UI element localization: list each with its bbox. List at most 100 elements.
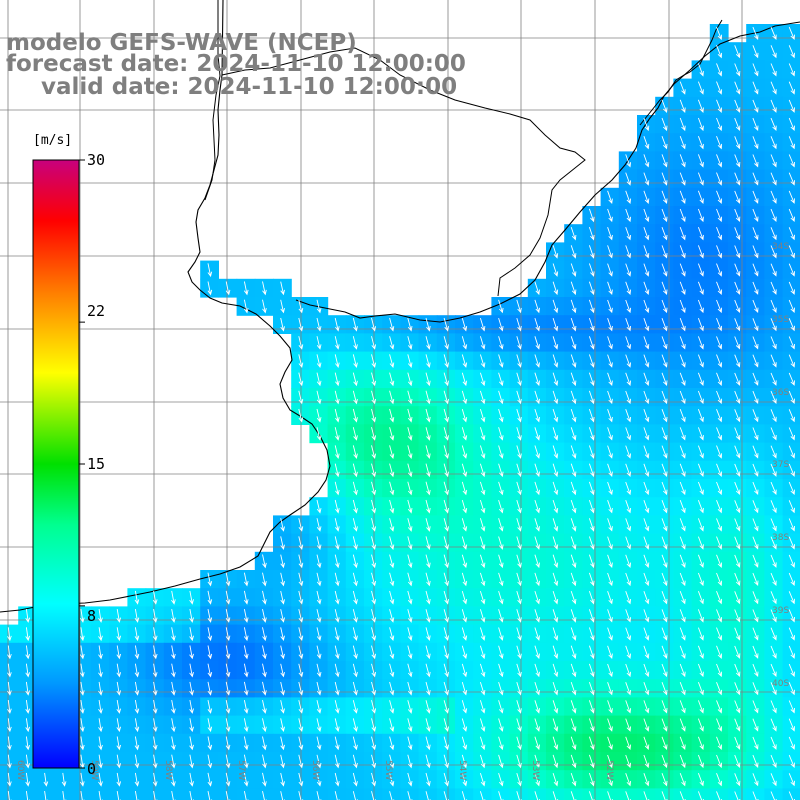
- wind-arrow: [534, 445, 540, 459]
- wind-arrow: [334, 700, 340, 714]
- wind-arrow: [661, 263, 668, 277]
- wind-arrow: [588, 408, 595, 423]
- wind-cell: [782, 497, 800, 516]
- wind-arrow: [552, 354, 559, 368]
- wind-arrow: [316, 718, 322, 733]
- wind-arrow: [425, 336, 431, 350]
- wind-arrow: [62, 791, 67, 800]
- wind-arrow: [661, 99, 668, 113]
- lagoon-coast: [639, 19, 723, 126]
- colorbar-unit: [m/s]: [33, 133, 73, 148]
- wind-arrow: [734, 791, 741, 800]
- wind-arrow: [752, 500, 759, 514]
- wind-arrow: [298, 681, 304, 696]
- wind-arrow: [207, 627, 213, 642]
- wind-arrow: [443, 609, 449, 623]
- wind-cell: [782, 351, 800, 371]
- wind-arrow: [716, 354, 723, 368]
- wind-arrow: [534, 427, 540, 441]
- wind-arrow: [643, 791, 650, 800]
- wind-arrow: [407, 317, 413, 332]
- wind-cell: [782, 278, 800, 298]
- wind-arrow: [407, 372, 413, 387]
- wind-arrow: [734, 263, 741, 277]
- wind-arrow: [643, 773, 650, 787]
- wind-arrow: [316, 299, 322, 314]
- wind-arrow: [371, 627, 377, 641]
- wind-arrow: [171, 718, 176, 733]
- wind-arrow: [280, 718, 285, 733]
- wind-arrow: [661, 354, 668, 368]
- wind-arrow: [298, 372, 304, 387]
- wind-arrow: [643, 481, 650, 496]
- wind-cell: [782, 788, 800, 800]
- wind-arrow: [534, 481, 540, 496]
- wind-arrow: [207, 609, 213, 623]
- wind-arrow: [679, 281, 686, 295]
- wind-arrow: [716, 318, 723, 332]
- wind-arrow: [425, 590, 431, 605]
- wind-arrow: [607, 481, 613, 496]
- wind-arrow: [625, 263, 632, 277]
- wind-arrow: [570, 317, 577, 332]
- wind-arrow: [461, 336, 468, 350]
- wind-arrow: [425, 718, 431, 733]
- wind-arrow: [280, 554, 285, 569]
- wind-arrow: [25, 609, 31, 623]
- colorbar-tick-label: 0: [87, 760, 97, 778]
- wind-arrow: [716, 390, 723, 405]
- wind-arrow: [716, 754, 723, 769]
- wind-arrow: [153, 791, 158, 800]
- wind-arrow: [316, 791, 322, 800]
- wind-arrow: [788, 627, 795, 641]
- wind-arrow: [316, 408, 322, 423]
- wind-cell: [236, 788, 256, 800]
- wind-arrow: [752, 26, 759, 41]
- wind-arrow: [788, 409, 795, 423]
- wind-arrow: [643, 190, 650, 204]
- wind-arrow: [389, 499, 395, 514]
- wind-arrow: [189, 663, 194, 678]
- wind-arrow: [479, 463, 486, 478]
- wind-arrow: [679, 190, 686, 204]
- latitude-label: 36S: [772, 388, 789, 398]
- wind-arrow: [607, 372, 613, 386]
- wind-arrow: [734, 99, 741, 113]
- wind-arrow: [225, 736, 231, 751]
- wind-arrow: [788, 754, 795, 769]
- wind-arrow: [262, 718, 267, 733]
- wind-arrow: [734, 591, 741, 605]
- wind-arrow: [552, 499, 559, 514]
- wind-arrow: [516, 336, 522, 350]
- wind-cell: [91, 788, 110, 800]
- wind-arrow: [661, 536, 668, 550]
- wind-arrow: [588, 518, 595, 532]
- wind-arrow: [425, 609, 431, 623]
- wind-arrow: [334, 791, 340, 800]
- wind-arrow: [461, 518, 468, 532]
- wind-arrow: [534, 791, 540, 800]
- wind-arrow: [788, 190, 795, 204]
- wind-arrow: [479, 499, 486, 514]
- wind-arrow: [534, 736, 540, 751]
- wind-arrow: [280, 572, 285, 587]
- wind-arrow: [770, 117, 777, 132]
- wind-arrow: [752, 645, 759, 659]
- wind-arrow: [534, 372, 540, 387]
- wind-arrow: [679, 81, 686, 95]
- wind-arrow: [788, 536, 795, 550]
- wind-arrow: [425, 700, 431, 714]
- wind-arrow: [788, 427, 795, 441]
- wind-arrow: [643, 263, 650, 277]
- wind-arrow: [280, 590, 285, 605]
- wind-arrow: [298, 336, 304, 350]
- wind-arrow: [516, 700, 522, 714]
- wind-arrow: [443, 390, 449, 405]
- wind-arrow: [588, 445, 595, 459]
- wind-arrow: [588, 645, 595, 660]
- wind-cell: [782, 96, 800, 116]
- wind-arrow: [607, 627, 613, 641]
- wind-arrow: [697, 354, 704, 368]
- coastline-north-bank: [295, 21, 800, 323]
- wind-arrow: [461, 445, 468, 459]
